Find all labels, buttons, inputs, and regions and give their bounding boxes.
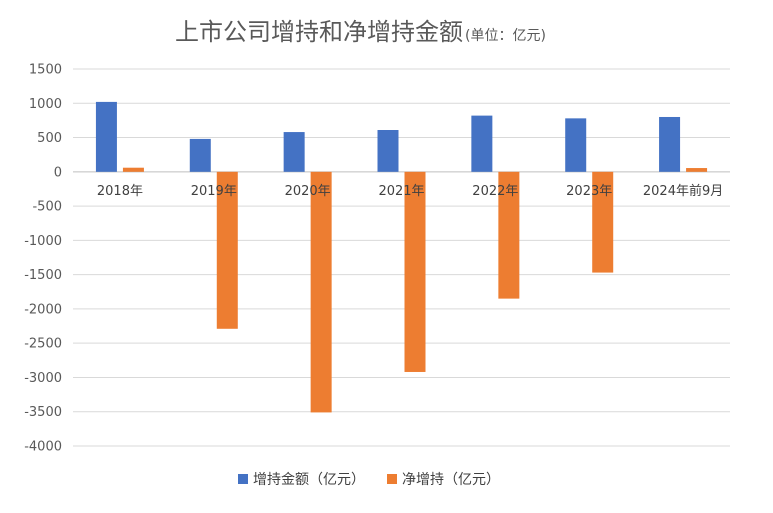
bar-increase-amount [95,101,117,172]
legend-swatch [387,474,397,484]
bar-increase-amount [659,116,681,172]
x-category-label: 2018年 [97,184,143,199]
y-tick-label: -2500 [24,337,62,352]
bar-increase-amount [565,118,587,172]
legend-label: 净增持（亿元） [402,472,500,488]
x-category-label: 2019年 [191,184,237,199]
x-category-label: 2021年 [378,184,424,199]
bar-increase-amount [471,115,493,172]
bar-net-increase [592,171,614,273]
x-category-label: 2022年 [472,184,518,199]
y-tick-label: -1500 [24,268,62,283]
category-labels: 2018年 2019年 2020年 2021年 2022年 2023年 2024年前9月 [97,183,723,199]
bar-net-increase [498,171,520,299]
x-category-label: 2023年 [566,184,612,199]
y-tick-label: 1500 [29,63,62,78]
y-tick-label: -4000 [24,440,62,455]
bar-increase-amount [189,138,211,172]
bar-net-increase [216,171,238,329]
y-tick-label: -2000 [24,302,62,317]
y-tick-label: -1000 [24,234,62,249]
y-tick-label: 500 [37,131,62,146]
x-category-label: 2020年 [285,184,331,199]
chart-title-group: 上市公司增持和净增持金额 (单位：亿元) [175,18,546,46]
bar-net-increase [310,171,332,413]
bar-net-increase [404,171,426,372]
y-tick-label: -3500 [24,405,62,420]
grid-lines [73,68,730,447]
legend: 增持金额（亿元） 净增持（亿元） [238,472,500,488]
bar-increase-amount [377,130,399,172]
y-tick-label: -500 [32,200,62,215]
chart-title: 上市公司增持和净增持金额 [175,18,463,46]
legend-label: 增持金额（亿元） [253,472,365,488]
y-tick-label: -3000 [24,371,62,386]
bar-net-increase [122,167,144,172]
bar-increase-amount [283,132,305,172]
x-category-label: 2024年前9月 [643,183,723,199]
bars [95,101,708,413]
y-tick-label: 0 [54,165,62,180]
y-axis-ticks: 1500 1000 500 0 -500 -1000 -1500 -2000 -2500 -300… [24,63,62,455]
y-tick-label: 1000 [29,97,62,112]
bar-net-increase [686,168,708,172]
chart-subtitle: (单位：亿元) [465,28,546,44]
legend-swatch [238,474,248,484]
